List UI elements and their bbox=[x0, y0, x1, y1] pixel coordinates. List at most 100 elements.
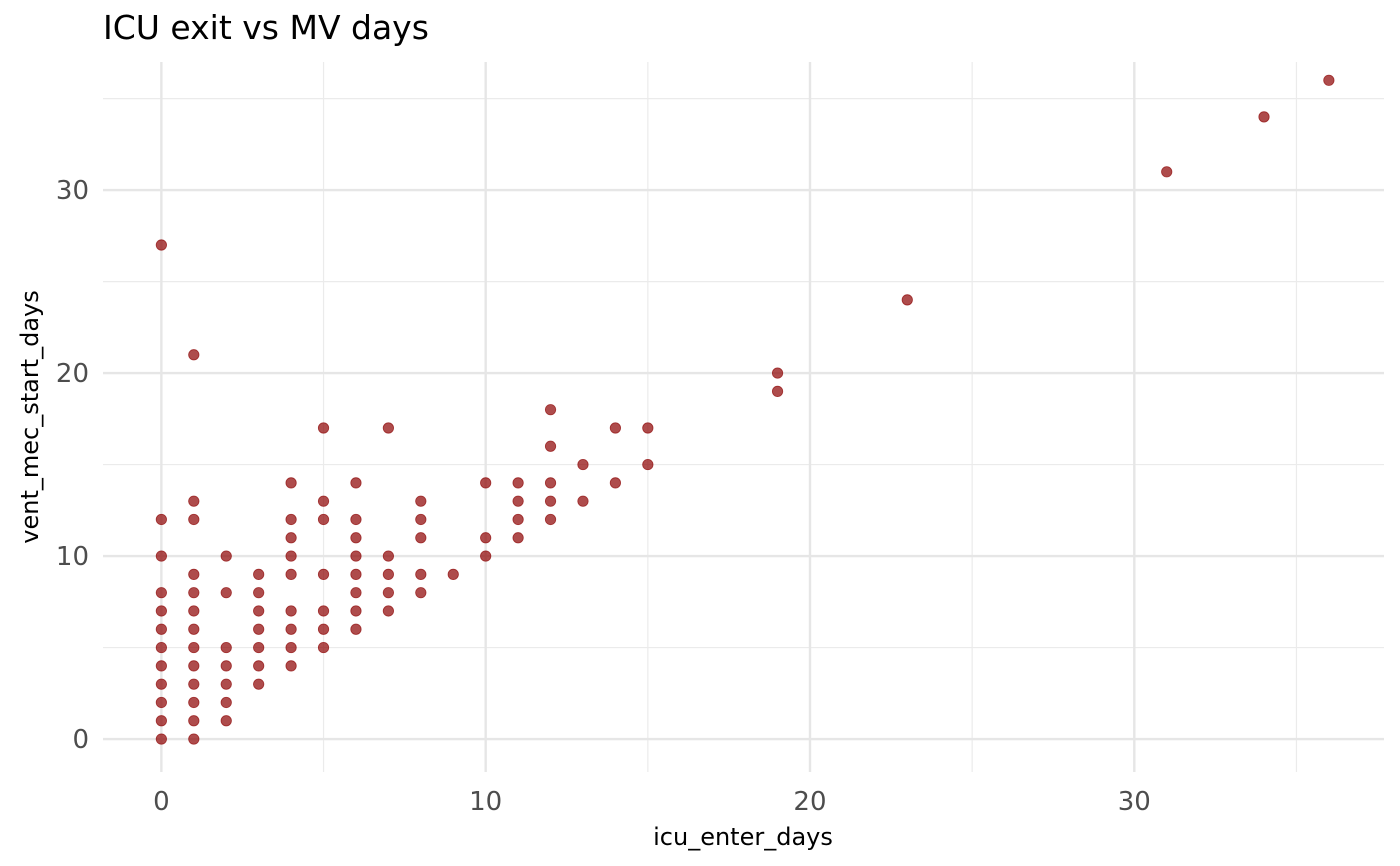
data-point bbox=[155, 550, 167, 562]
data-point bbox=[155, 605, 167, 617]
data-point bbox=[155, 587, 167, 599]
data-point bbox=[317, 623, 330, 635]
x-tick-label: 10 bbox=[469, 787, 502, 817]
data-point bbox=[382, 422, 394, 434]
data-point bbox=[253, 660, 265, 672]
data-point bbox=[642, 422, 654, 434]
data-point bbox=[317, 495, 330, 507]
data-point bbox=[1323, 74, 1335, 86]
data-point bbox=[480, 532, 492, 544]
data-point bbox=[415, 532, 427, 544]
data-point bbox=[253, 641, 265, 654]
data-point bbox=[480, 477, 492, 489]
y-tick-label: 0 bbox=[72, 725, 89, 755]
data-point bbox=[350, 513, 362, 526]
data-point bbox=[285, 568, 297, 580]
major-gridlines bbox=[103, 62, 1384, 772]
data-point bbox=[512, 532, 524, 544]
data-point bbox=[220, 696, 232, 709]
data-point bbox=[188, 568, 200, 580]
data-point bbox=[253, 623, 265, 635]
data-point bbox=[350, 550, 362, 562]
data-point bbox=[220, 550, 232, 562]
data-point bbox=[350, 477, 362, 489]
data-point bbox=[544, 404, 557, 416]
data-point bbox=[480, 550, 492, 562]
data-point bbox=[285, 605, 297, 617]
data-point bbox=[188, 660, 200, 672]
data-point bbox=[285, 477, 297, 489]
data-point bbox=[188, 733, 200, 745]
y-tick-label: 10 bbox=[56, 542, 89, 572]
data-point bbox=[285, 532, 297, 544]
x-axis-tick-labels: 0 10 20 30 bbox=[153, 787, 1151, 817]
data-point bbox=[220, 715, 232, 727]
x-tick-label: 0 bbox=[153, 787, 170, 817]
data-points bbox=[155, 74, 1335, 745]
data-point bbox=[155, 678, 167, 690]
data-point bbox=[415, 495, 427, 507]
data-point bbox=[577, 495, 589, 507]
data-point bbox=[350, 605, 362, 617]
data-point bbox=[512, 477, 524, 489]
data-point bbox=[188, 623, 200, 635]
data-point bbox=[544, 440, 557, 452]
data-point bbox=[771, 367, 784, 379]
data-point bbox=[609, 422, 622, 434]
data-point bbox=[317, 568, 330, 580]
data-point bbox=[220, 660, 232, 672]
data-point bbox=[188, 587, 200, 599]
data-point bbox=[155, 641, 167, 654]
x-tick-label: 20 bbox=[793, 787, 826, 817]
data-point bbox=[382, 568, 394, 580]
data-point bbox=[1161, 166, 1173, 178]
data-point bbox=[188, 349, 200, 361]
data-point bbox=[317, 605, 330, 617]
data-point bbox=[188, 678, 200, 690]
data-point bbox=[544, 513, 557, 526]
data-point bbox=[220, 587, 232, 599]
data-point bbox=[285, 550, 297, 562]
data-point bbox=[415, 513, 427, 526]
data-point bbox=[415, 587, 427, 599]
y-axis-title: vent_mec_start_days bbox=[16, 290, 44, 543]
data-point bbox=[188, 495, 200, 507]
minor-gridlines bbox=[103, 62, 1384, 772]
data-point bbox=[188, 513, 200, 526]
data-point bbox=[253, 605, 265, 617]
data-point bbox=[253, 568, 265, 580]
x-axis-title: icu_enter_days bbox=[653, 823, 833, 851]
data-point bbox=[285, 513, 297, 526]
data-point bbox=[188, 605, 200, 617]
data-point bbox=[155, 623, 167, 635]
data-point bbox=[220, 641, 232, 654]
data-point bbox=[285, 660, 297, 672]
y-tick-label: 20 bbox=[56, 359, 89, 389]
data-point bbox=[512, 495, 524, 507]
data-point bbox=[285, 623, 297, 635]
data-point bbox=[155, 696, 167, 709]
data-point bbox=[350, 568, 362, 580]
data-point bbox=[253, 587, 265, 599]
data-point bbox=[253, 678, 265, 690]
data-point bbox=[317, 422, 330, 434]
data-point bbox=[155, 239, 167, 251]
data-point bbox=[415, 568, 427, 580]
data-point bbox=[155, 715, 167, 727]
y-axis-tick-labels: 0 10 20 30 bbox=[56, 176, 89, 755]
data-point bbox=[447, 568, 459, 580]
data-point bbox=[155, 513, 167, 526]
data-point bbox=[350, 587, 362, 599]
data-point bbox=[382, 587, 394, 599]
data-point bbox=[544, 477, 557, 489]
data-point bbox=[155, 660, 167, 672]
data-point bbox=[188, 715, 200, 727]
data-point bbox=[382, 605, 394, 617]
data-point bbox=[512, 513, 524, 526]
data-point bbox=[609, 477, 622, 489]
data-point bbox=[642, 458, 654, 471]
data-point bbox=[220, 678, 232, 690]
data-point bbox=[350, 623, 362, 635]
data-point bbox=[771, 385, 784, 397]
